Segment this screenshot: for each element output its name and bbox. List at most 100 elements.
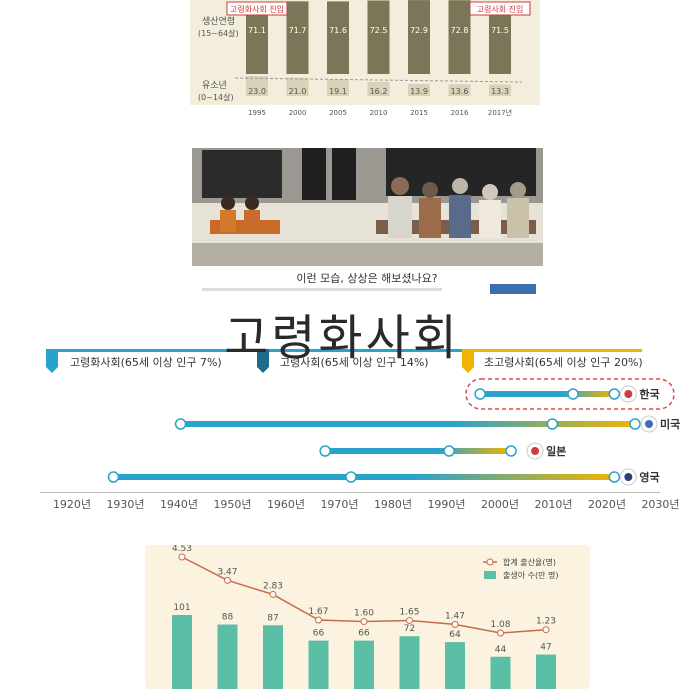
stage-header-line — [46, 349, 641, 352]
milestone-dot — [567, 388, 579, 400]
working-age-value: 71.7 — [289, 26, 307, 35]
subway-floor — [192, 243, 543, 266]
poster-caption: 이런 모습, 상상은 해보셨나요? — [296, 271, 437, 285]
axis-year-label: 2030년 — [641, 498, 679, 511]
poster-logo — [490, 284, 536, 294]
stage-marker-super-aged — [462, 349, 474, 373]
fertility-point — [360, 618, 368, 626]
country-flag-mark — [531, 447, 540, 455]
elder-head-5 — [510, 182, 526, 198]
elder-body-3 — [449, 195, 471, 238]
fertility-point — [406, 616, 413, 624]
legend-line-label: 합계 출산율(명) — [503, 557, 556, 567]
stage-tag: 고령사회 진입 — [477, 4, 524, 14]
milestone-dot — [345, 471, 357, 483]
axis-year-label: 2000년 — [481, 498, 519, 511]
legend-line-dot — [486, 558, 494, 566]
working-age-value: 71.6 — [329, 26, 347, 35]
country-flag-mark — [624, 390, 633, 398]
country-timeline-bar — [325, 448, 512, 454]
milestone-dot — [608, 471, 621, 483]
working-age-bar — [246, 1, 268, 75]
year-label: 2010 — [370, 109, 388, 117]
fertility-value: 1.23 — [536, 617, 556, 627]
country-timeline-bar — [480, 391, 615, 397]
working-age-value: 72.9 — [410, 26, 428, 35]
births-value: 66 — [358, 629, 370, 639]
youth-value: 13.9 — [410, 87, 428, 96]
axis-year-label: 2010년 — [534, 498, 572, 511]
milestone-dot — [319, 445, 331, 457]
fertility-point — [451, 620, 459, 628]
working-age-bar — [489, 1, 511, 75]
working-age-value: 72.5 — [370, 26, 388, 35]
youth-value: 23.0 — [248, 87, 266, 96]
birth-chart: 101 88 87 66 66 72 64 44 47 4.53 3.47 2.83 1.67 1.60… — [145, 544, 590, 689]
child-head-2 — [245, 196, 259, 210]
axis-year-label: 1920년 — [53, 498, 91, 511]
births-bar — [536, 654, 556, 689]
births-bar — [217, 624, 238, 689]
legend-bar-swatch — [484, 571, 496, 579]
elder-body-1 — [388, 196, 412, 238]
births-value: 64 — [449, 630, 461, 640]
births-bar — [308, 640, 329, 689]
year-label: 1995 — [248, 109, 266, 117]
population-structure-chart: 생산연령 (15~64살) 유소년 (0~14살) 71.1 23.0 1995 71… — [190, 0, 540, 120]
stack-panel-bg — [190, 0, 540, 105]
elder-head-4 — [482, 184, 498, 200]
youth-bar — [489, 84, 511, 96]
births-bar — [172, 615, 192, 689]
milestone-dot — [629, 418, 641, 430]
youth-bar — [246, 76, 268, 96]
elder-head-1 — [391, 177, 409, 195]
population-structure-svg: 생산연령 (15~64살) 유소년 (0~14살) 71.1 23.0 1995 71… — [190, 0, 540, 117]
row-label-working-age: 생산연령 — [202, 15, 235, 27]
working-age-value: 71.5 — [491, 26, 509, 35]
milestone-dot — [474, 388, 486, 400]
milestone-dot — [546, 418, 559, 430]
page-title: 고령화사회 — [0, 303, 684, 373]
child-body-2 — [244, 210, 260, 232]
births-bar — [445, 642, 465, 689]
country-flag-mark — [645, 420, 653, 428]
births-value: 44 — [495, 645, 507, 655]
elder-head-3 — [452, 178, 468, 194]
year-label: 2000 — [289, 109, 307, 117]
fertility-value: 2.83 — [263, 581, 283, 591]
country-label: 미국 — [660, 417, 680, 431]
fertility-value: 3.47 — [217, 567, 237, 577]
fertility-value: 1.08 — [490, 620, 510, 630]
stage-label-aging: 고령화사회(65세 이상 인구 7%) — [70, 356, 222, 369]
stage-label-aged: 고령사회(65세 이상 인구 14%) — [280, 356, 429, 369]
axis-year-label: 2020년 — [588, 498, 626, 511]
elder-body-5 — [507, 198, 529, 238]
poster-fineprint — [202, 288, 442, 291]
country-label: 영국 — [639, 471, 659, 484]
poster-illustration: 이런 모습, 상상은 해보셨나요? — [190, 148, 545, 300]
fertility-point — [224, 576, 231, 584]
stage-label-super-aged: 초고령사회(65세 이상 인구 20%) — [484, 356, 643, 369]
births-bar — [354, 640, 374, 689]
axis-year-label: 1970년 — [320, 498, 358, 511]
youth-bar — [448, 84, 471, 96]
stage-marker-aging — [46, 349, 58, 373]
stage-tag-box — [226, 1, 288, 16]
timeline-axis — [40, 492, 660, 493]
youth-value: 21.0 — [289, 87, 307, 96]
fertility-value: 1.47 — [445, 611, 465, 621]
youth-bar — [286, 77, 309, 96]
milestone-dot — [174, 418, 187, 430]
fertility-point — [178, 553, 186, 561]
youth-value: 16.2 — [370, 87, 388, 96]
births-bar — [490, 656, 511, 689]
child-body-1 — [220, 210, 236, 232]
youth-bar — [367, 81, 390, 96]
year-label: 2016 — [451, 109, 469, 117]
birth-chart-svg: 101 88 87 66 66 72 64 44 47 4.53 3.47 2.83 1.67 1.60… — [145, 544, 590, 689]
stage-header-line-super — [462, 349, 642, 352]
youth-value: 13.3 — [491, 87, 509, 96]
elder-body-4 — [479, 200, 501, 238]
legend-bar-label: 출생아 수(만 명) — [503, 570, 559, 580]
births-bar — [399, 636, 420, 689]
